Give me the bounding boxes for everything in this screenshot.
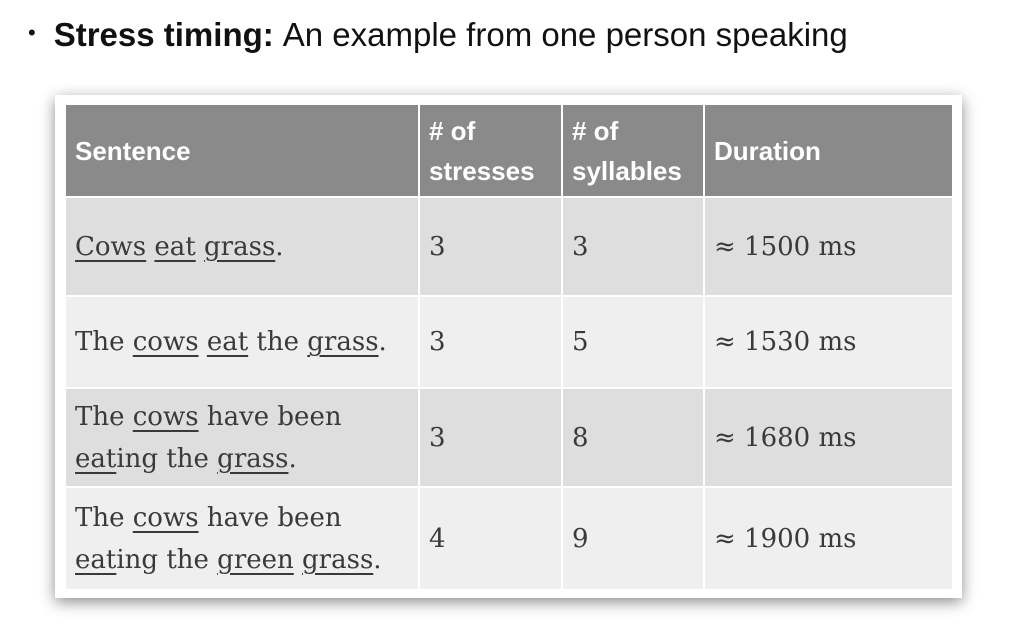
sentence-text: . — [378, 327, 387, 357]
stresses-cell: 3 — [418, 295, 563, 389]
syllables-cell: 8 — [561, 387, 705, 488]
stressed-word: grass — [307, 327, 379, 357]
sentence-text: . — [373, 544, 382, 575]
table-header-row: Sentence # of stresses # of syllables Du… — [64, 103, 954, 198]
heading-bold-label: Stress timing: — [53, 16, 274, 53]
sentence-text: . — [288, 443, 297, 474]
header-syllables: # of syllables — [561, 103, 705, 198]
header-stresses: # of stresses — [418, 103, 563, 198]
stressed-word: grass — [217, 443, 289, 474]
stressed-word: cows — [132, 327, 199, 357]
syllables-cell: 3 — [561, 196, 705, 297]
slide-heading: • Stress timing: An example from one per… — [28, 12, 848, 58]
stressed-word: green — [217, 544, 294, 575]
sentence-cell: Cows eat grass. — [64, 196, 420, 297]
syllables-cell: 5 — [561, 295, 705, 389]
stresses-cell: 3 — [418, 196, 563, 297]
header-stresses-line1: # of — [429, 115, 476, 146]
syllables-cell: 9 — [561, 486, 705, 591]
sentence-text: The — [75, 327, 133, 357]
heading-description: An example from one person speaking — [282, 16, 848, 53]
sentence-text: ing the — [116, 443, 218, 474]
table-row: The cows have been eating the green grass… — [64, 486, 954, 591]
stresses-cell: 4 — [418, 486, 563, 591]
stressed-word: cows — [132, 401, 199, 432]
stress-timing-table: Sentence # of stresses # of syllables Du… — [64, 103, 954, 591]
table-row: The cows have been eating the grass. 3 8 … — [64, 387, 954, 488]
header-stresses-line2: stresses — [429, 155, 535, 186]
duration-cell: ≈ 1900 ms — [703, 486, 954, 591]
sentence-text: The — [75, 502, 133, 533]
stressed-word: grass — [302, 544, 374, 575]
sentence-text — [199, 327, 207, 357]
stresses-cell: 3 — [418, 387, 563, 488]
sentence-text: . — [275, 231, 284, 262]
stress-timing-table-card: Sentence # of stresses # of syllables Du… — [55, 95, 962, 598]
stressed-word: eat — [154, 231, 196, 262]
sentence-text: have been — [198, 401, 342, 432]
header-syllables-line2: syllables — [572, 155, 682, 186]
stressed-word: grass — [204, 231, 276, 262]
table-row: Cows eat grass. 3 3 ≈ 1500 ms — [64, 196, 954, 297]
stressed-word: eat — [75, 443, 117, 474]
sentence-text — [294, 545, 302, 575]
header-syllables-line1: # of — [572, 115, 619, 146]
sentence-text — [196, 232, 204, 262]
header-duration: Duration — [703, 103, 954, 198]
table-row: The cows eat the grass. 3 5 ≈ 1530 ms — [64, 295, 954, 389]
sentence-cell: The cows have been eating the green grass… — [64, 486, 420, 591]
stressed-word: cows — [132, 502, 199, 533]
duration-cell: ≈ 1680 ms — [703, 387, 954, 488]
stressed-word: eat — [206, 327, 249, 357]
header-sentence: Sentence — [64, 103, 420, 198]
sentence-cell: The cows eat the grass. — [64, 295, 420, 389]
stressed-word: eat — [75, 544, 117, 575]
sentence-text: The — [75, 401, 133, 432]
stressed-word: Cows — [75, 231, 147, 262]
duration-cell: ≈ 1530 ms — [703, 295, 954, 389]
sentence-text: have been — [198, 502, 342, 533]
sentence-cell: The cows have been eating the grass. — [64, 387, 420, 488]
sentence-text: ing the — [116, 544, 218, 575]
duration-cell: ≈ 1500 ms — [703, 196, 954, 297]
bullet-icon: • — [28, 20, 36, 45]
sentence-text: the — [248, 327, 308, 357]
